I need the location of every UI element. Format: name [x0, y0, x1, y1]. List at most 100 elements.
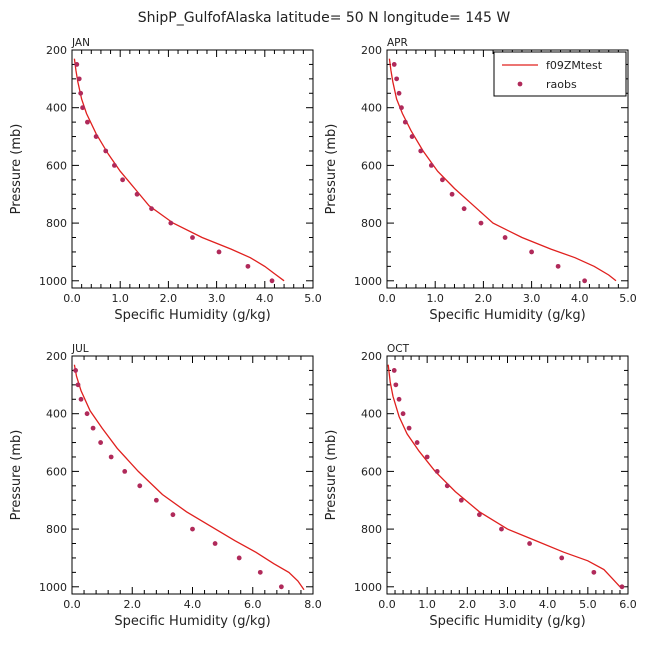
obs-point — [476, 512, 482, 518]
y-tick-label: 1000 — [354, 581, 382, 594]
y-tick-label: 1000 — [354, 275, 382, 288]
plot-frame-oct — [386, 355, 629, 595]
obs-point — [458, 497, 464, 503]
panel-title-jul: JUL — [71, 343, 89, 355]
obs-point — [424, 454, 430, 460]
series-line-f09zmtest — [387, 364, 621, 588]
x-tick-label: 6.0 — [619, 598, 637, 611]
legend-dot-swatch — [517, 81, 523, 87]
obs-point — [76, 76, 82, 82]
panel-jan: JAN 0.0 1.0 2.0 3.0 4.0 5.0 200 400 600 800 1000 Spe… — [9, 37, 322, 323]
y-tick-label: 800 — [361, 523, 382, 536]
plot-frame-apr — [386, 49, 629, 289]
obs-point — [406, 425, 412, 431]
obs-point — [461, 206, 467, 212]
x-tick-label: 4.0 — [256, 292, 274, 305]
y-tick-label: 600 — [46, 159, 67, 172]
legend-label-f09zmtest: f09ZMtest — [546, 59, 603, 72]
y-tick-label: 600 — [361, 465, 382, 478]
x-tick-label: 3.0 — [523, 292, 541, 305]
x-tick-label: 3.0 — [208, 292, 226, 305]
y-tick-label: 400 — [361, 102, 382, 115]
obs-point — [75, 382, 81, 388]
obs-point — [80, 105, 86, 111]
plot-frame-jul — [71, 355, 314, 595]
y-tick-label: 800 — [46, 523, 67, 536]
series-line-f09zmtest — [73, 58, 285, 282]
y-tick-label: 200 — [46, 350, 67, 363]
obs-point — [434, 468, 440, 474]
obs-point — [93, 134, 99, 139]
obs-point — [216, 249, 222, 255]
obs-point — [409, 134, 415, 139]
plot-frame-jan — [71, 49, 314, 289]
obs-point — [529, 249, 534, 255]
obs-point — [108, 454, 114, 460]
obs-point — [399, 105, 404, 111]
legend-label-raobs: raobs — [546, 78, 577, 91]
obs-point — [236, 555, 242, 561]
obs-point — [393, 382, 399, 388]
x-tick-label: 0.0 — [378, 292, 396, 305]
x-tick-label: 2.0 — [124, 598, 142, 611]
obs-point — [394, 76, 400, 82]
panel-oct: OCT 0.0 1.0 2.0 3.0 4.0 5.0 6.0 200 400 600 800 1000… — [324, 343, 637, 629]
y-tick-label: 200 — [361, 350, 382, 363]
x-tick-label: 1.0 — [418, 598, 436, 611]
x-tick-label: 0.0 — [63, 292, 81, 305]
obs-point — [400, 411, 406, 417]
obs-point — [112, 162, 117, 168]
y-axis-label: Pressure (mb) — [324, 430, 339, 521]
legend-box — [493, 51, 627, 97]
obs-point — [149, 206, 154, 212]
obs-point — [391, 62, 397, 67]
panel-title-apr: APR — [387, 37, 408, 49]
x-tick-label: 0.0 — [63, 598, 81, 611]
figure-title: ShipP_GulfofAlaska latitude= 50 N longit… — [138, 10, 511, 26]
obs-point — [120, 177, 126, 183]
y-tick-label: 400 — [46, 102, 67, 115]
series-line-f09zmtest — [73, 364, 305, 591]
obs-point — [418, 148, 424, 154]
obs-point — [527, 541, 532, 546]
x-tick-label: 2.0 — [160, 292, 178, 305]
y-tick-label: 400 — [361, 408, 382, 421]
panel-title-jan: JAN — [71, 37, 90, 49]
panel-title-oct: OCT — [387, 343, 410, 355]
obs-point — [190, 526, 195, 532]
panel-apr: APR 0.0 1.0 2.0 3.0 4.0 5.0 200 400 600 800 1000 Spe… — [324, 37, 637, 323]
y-tick-label: 800 — [361, 217, 382, 230]
y-axis-label: Pressure (mb) — [9, 124, 24, 215]
y-tick-label: 200 — [46, 44, 67, 57]
obs-point — [582, 278, 588, 284]
obs-point — [78, 90, 84, 96]
obs-point — [402, 119, 408, 125]
x-tick-label: 4.0 — [539, 598, 557, 611]
obs-point — [90, 425, 96, 431]
obs-point — [269, 278, 275, 284]
x-tick-label: 6.0 — [244, 598, 262, 611]
y-tick-label: 1000 — [39, 581, 67, 594]
obs-point — [73, 368, 79, 373]
x-axis-label: Specific Humidity (g/kg) — [114, 614, 270, 629]
legend: f09ZMtest raobs — [493, 51, 627, 97]
x-tick-label: 4.0 — [571, 292, 589, 305]
obs-point — [122, 468, 128, 474]
obs-point — [134, 191, 140, 197]
obs-point — [278, 584, 284, 590]
x-axis-label: Specific Humidity (g/kg) — [429, 308, 585, 323]
obs-point — [444, 483, 450, 489]
obs-point — [555, 263, 561, 269]
x-tick-label: 8.0 — [304, 598, 322, 611]
obs-point — [414, 440, 420, 445]
obs-point — [591, 569, 597, 575]
x-tick-label: 3.0 — [499, 598, 517, 611]
obs-point — [396, 396, 402, 402]
obs-point — [103, 148, 109, 154]
obs-point — [478, 220, 484, 226]
y-axis-label: Pressure (mb) — [9, 430, 24, 521]
x-axis-label: Specific Humidity (g/kg) — [429, 614, 585, 629]
y-tick-label: 600 — [361, 159, 382, 172]
x-tick-label: 2.0 — [475, 292, 493, 305]
